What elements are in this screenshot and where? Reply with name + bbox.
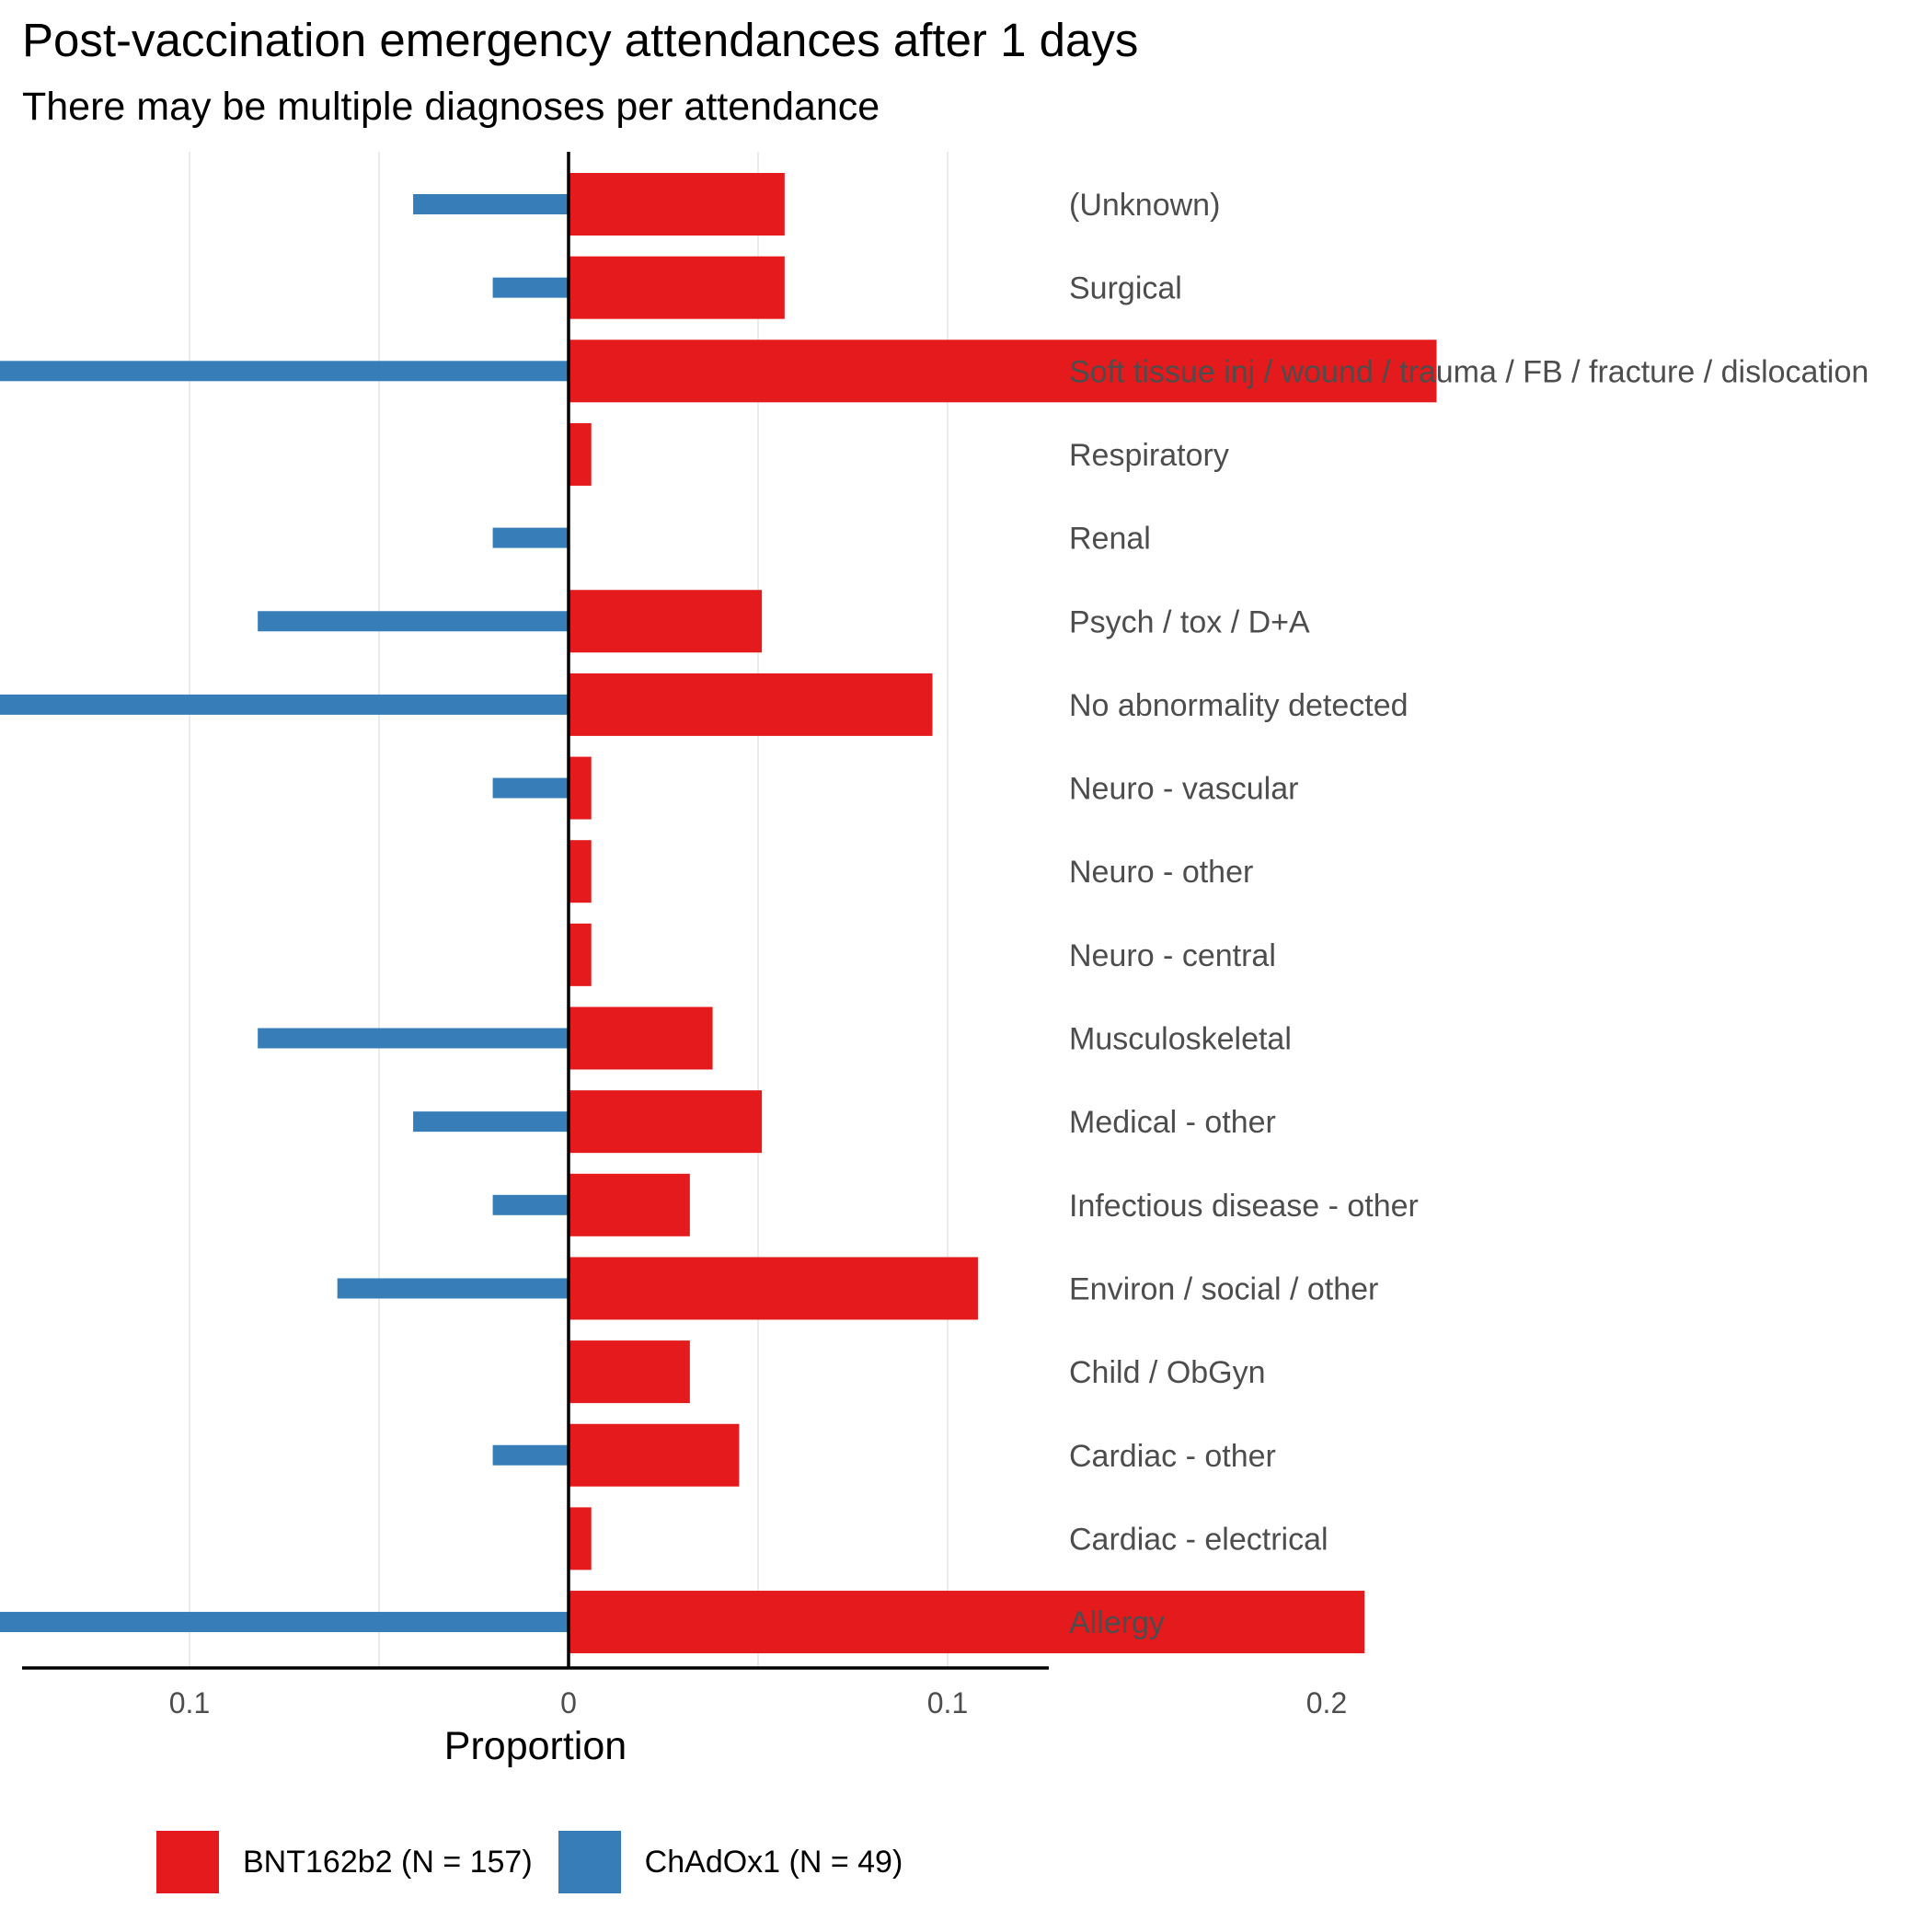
bar-bnt162b2 xyxy=(569,1090,763,1154)
bar-bnt162b2 xyxy=(569,422,592,486)
legend-item-bnt162b2: BNT162b2 (N = 157) xyxy=(156,1831,533,1893)
category-label: Neuro - central xyxy=(1069,938,1276,973)
bar-chadox1 xyxy=(492,277,569,298)
category-label: No abnormality detected xyxy=(1069,688,1409,723)
bar-bnt162b2 xyxy=(569,1340,690,1404)
category-label: Renal xyxy=(1069,522,1151,557)
bar-bnt162b2 xyxy=(569,756,592,820)
category-label: (Unknown) xyxy=(1069,188,1220,223)
bar-bnt162b2 xyxy=(569,923,592,986)
bar-chadox1 xyxy=(492,527,569,548)
category-label: Respiratory xyxy=(1069,438,1229,473)
category-label: Cardiac - electrical xyxy=(1069,1522,1328,1557)
bar-chadox1 xyxy=(492,1194,569,1215)
bar-bnt162b2 xyxy=(569,840,592,903)
bar-bnt162b2 xyxy=(569,1591,1365,1654)
category-label: Neuro - other xyxy=(1069,855,1253,890)
category-label: Neuro - vascular xyxy=(1069,772,1298,807)
category-label: Allergy xyxy=(1069,1605,1165,1640)
bar-chadox1 xyxy=(492,1444,569,1466)
bar-bnt162b2 xyxy=(569,1507,592,1570)
bar-chadox1 xyxy=(0,694,569,715)
bar-bnt162b2 xyxy=(569,173,785,236)
x-axis-title: Proportion xyxy=(444,1724,627,1768)
grid-layer xyxy=(189,152,949,1668)
x-axis: 0.20.100.10.2 xyxy=(22,152,1347,1719)
category-label: Environ / social / other xyxy=(1069,1271,1378,1306)
legend: BNT162b2 (N = 157) ChAdOx1 (N = 49) xyxy=(156,1831,928,1893)
category-label: Psych / tox / D+A xyxy=(1069,604,1310,639)
bar-bnt162b2 xyxy=(569,1006,713,1070)
legend-label-bnt162b2: BNT162b2 (N = 157) xyxy=(243,1844,533,1880)
bar-chadox1 xyxy=(0,1612,569,1633)
category-label: Medical - other xyxy=(1069,1105,1276,1140)
chart-subtitle: There may be multiple diagnoses per atte… xyxy=(22,85,880,129)
legend-item-chadox1: ChAdOx1 (N = 49) xyxy=(558,1831,903,1893)
x-tick-label: 0.1 xyxy=(169,1686,210,1719)
legend-label-chadox1: ChAdOx1 (N = 49) xyxy=(644,1844,903,1880)
bar-chadox1 xyxy=(413,1111,569,1133)
bar-bnt162b2 xyxy=(569,590,763,653)
bar-chadox1 xyxy=(492,777,569,799)
bar-bnt162b2 xyxy=(569,673,933,736)
chart-title: Post-vaccination emergency attendances a… xyxy=(22,14,1139,66)
category-label: Child / ObGyn xyxy=(1069,1355,1266,1390)
bar-chadox1 xyxy=(258,611,569,632)
category-label: Cardiac - other xyxy=(1069,1439,1276,1474)
bar-bnt162b2 xyxy=(569,256,785,319)
bar-bnt162b2 xyxy=(569,1257,978,1320)
x-tick-label: 0.1 xyxy=(927,1686,968,1719)
x-tick-label: 0.2 xyxy=(1306,1686,1347,1719)
bar-bnt162b2 xyxy=(569,1423,740,1487)
x-tick-label: 0 xyxy=(560,1686,577,1719)
category-label: Soft tissue inj / wound / trauma / FB / … xyxy=(1069,354,1869,389)
legend-swatch-bnt162b2 xyxy=(156,1831,219,1893)
category-label: Infectious disease - other xyxy=(1069,1189,1419,1224)
bar-chadox1 xyxy=(413,194,569,214)
bar-bnt162b2 xyxy=(569,1173,690,1236)
category-labels: (Unknown) Surgical Soft tissue inj / wound… xyxy=(1069,188,1869,1640)
bar-chadox1 xyxy=(0,361,569,382)
category-label: Surgical xyxy=(1069,271,1182,306)
bar-chadox1 xyxy=(258,1028,569,1049)
bar-bnt162b2 xyxy=(569,339,1437,403)
category-label: Musculoskeletal xyxy=(1069,1022,1292,1057)
bar-chadox1 xyxy=(337,1278,569,1299)
legend-swatch-chadox1 xyxy=(558,1831,621,1893)
bars-layer xyxy=(0,173,1437,1654)
